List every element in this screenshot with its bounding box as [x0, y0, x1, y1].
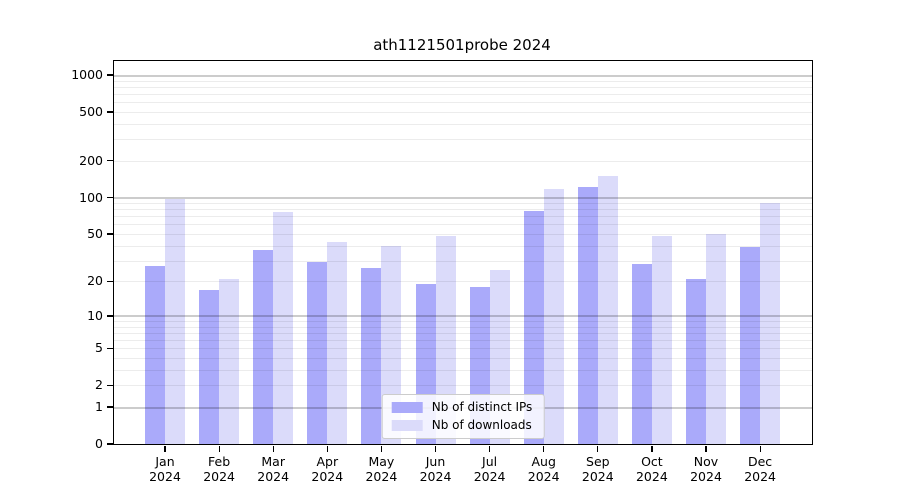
gridline-minor	[114, 224, 812, 226]
y-tick-10	[106, 315, 113, 317]
bar-nb-of-downloads-sep	[597, 176, 618, 444]
bar-nb-of-distinct-ips-apr	[307, 262, 328, 444]
x-tick-may	[380, 445, 383, 452]
y-label-200: 200	[79, 152, 103, 168]
bar-nb-of-distinct-ips-feb	[199, 289, 220, 444]
x-tick-jan	[164, 445, 166, 452]
x-tick-jun	[434, 445, 437, 452]
y-label-100: 100	[79, 189, 103, 205]
bar-nb-of-distinct-ips-dec	[740, 247, 761, 444]
y-label-20: 20	[87, 273, 103, 289]
plot-area: Jan 2024 Feb 2024 Mar 2024 Apr 2024 May 2024 Jun 20…	[71, 60, 813, 484]
x-label-oct: Oct 2024	[635, 454, 668, 484]
legend-swatch-distinct-ips	[391, 402, 423, 413]
y-tick-100	[106, 196, 113, 199]
y-tick-50	[106, 233, 113, 235]
legend-label-distinct-ips: Nb of distinct IPs	[431, 400, 533, 414]
x-label-aug: Aug 2024	[527, 454, 560, 484]
bar-nb-of-distinct-ips-sep	[577, 187, 598, 444]
x-tick-mar	[272, 445, 274, 452]
gridline-major	[114, 197, 812, 199]
x-label-jul: Jul 2024	[473, 454, 506, 484]
y-label-1: 1	[95, 399, 103, 414]
bar-nb-of-distinct-ips-mar	[253, 249, 274, 444]
bar-nb-of-downloads-oct	[651, 236, 672, 444]
x-tick-apr	[326, 445, 328, 452]
y-tick-200	[106, 160, 113, 162]
bar-nb-of-distinct-ips-aug	[523, 210, 544, 444]
legend: Nb of distinct IPs Nb of downloads	[381, 394, 545, 439]
y-tick-2	[106, 384, 113, 386]
bar-nb-of-downloads-feb	[219, 278, 240, 444]
y-tick-20	[106, 280, 113, 283]
bar-nb-of-downloads-mar	[273, 212, 294, 444]
bar-nb-of-downloads-apr	[327, 241, 348, 444]
gridline-minor	[114, 112, 812, 113]
x-label-dec: Dec 2024	[744, 454, 776, 484]
y-label-50: 50	[87, 226, 103, 241]
bar-nb-of-downloads-nov	[706, 234, 726, 444]
gridline-minor	[114, 203, 812, 205]
gridline-minor	[114, 139, 812, 141]
gridline-minor	[114, 216, 812, 218]
y-label-2: 2	[95, 377, 103, 393]
gridline-minor	[114, 80, 812, 82]
x-tick-jul	[489, 445, 491, 452]
x-label-apr: Apr 2024	[311, 454, 344, 484]
bar-nb-of-distinct-ips-oct	[631, 264, 652, 444]
bar-nb-of-distinct-ips-may	[361, 268, 382, 444]
gridline-minor	[114, 102, 812, 104]
x-tick-nov	[705, 445, 707, 452]
bar-nb-of-downloads-jan	[165, 199, 185, 444]
x-label-jan: Jan 2024	[149, 454, 181, 484]
x-label-mar: Mar 2024	[257, 454, 290, 484]
bar-nb-of-distinct-ips-nov	[686, 278, 706, 444]
gridline-minor	[114, 94, 812, 95]
x-tick-oct	[651, 445, 653, 452]
y-label-5: 5	[95, 340, 103, 356]
bar-nb-of-downloads-dec	[760, 203, 781, 444]
legend-entry-distinct-ips: Nb of distinct IPs	[391, 400, 533, 414]
gridline-minor	[114, 160, 812, 162]
gridline-minor	[114, 209, 812, 211]
y-tick-500	[106, 111, 113, 113]
y-tick-1	[106, 406, 113, 408]
bar-nb-of-downloads-aug	[543, 189, 564, 444]
legend-label-downloads: Nb of downloads	[431, 418, 532, 432]
x-label-nov: Nov 2024	[690, 454, 722, 484]
x-label-jun: Jun 2024	[419, 454, 452, 484]
bar-nb-of-downloads-jun	[435, 236, 456, 444]
y-label-500: 500	[79, 104, 103, 119]
x-label-sep: Sep 2024	[581, 454, 614, 484]
y-label-0: 0	[95, 436, 103, 451]
chart-title: ath1121501probe 2024	[373, 36, 551, 54]
x-tick-dec	[759, 445, 761, 452]
y-tick-0	[106, 443, 113, 445]
gridline-major	[114, 74, 812, 77]
legend-entry-downloads: Nb of downloads	[391, 418, 533, 432]
x-tick-aug	[543, 445, 545, 452]
y-tick-1000	[106, 74, 113, 76]
bar-nb-of-distinct-ips-jan	[145, 266, 165, 444]
x-tick-sep	[597, 445, 599, 452]
legend-swatch-downloads	[391, 420, 423, 431]
x-label-feb: Feb 2024	[203, 454, 235, 484]
x-label-may: May 2024	[365, 454, 398, 484]
x-tick-feb	[218, 445, 220, 452]
y-label-10: 10	[87, 307, 103, 323]
y-label-1000: 1000	[71, 67, 103, 82]
y-tick-5	[106, 347, 113, 349]
gridline-minor	[114, 123, 812, 125]
gridline-minor	[114, 86, 812, 88]
